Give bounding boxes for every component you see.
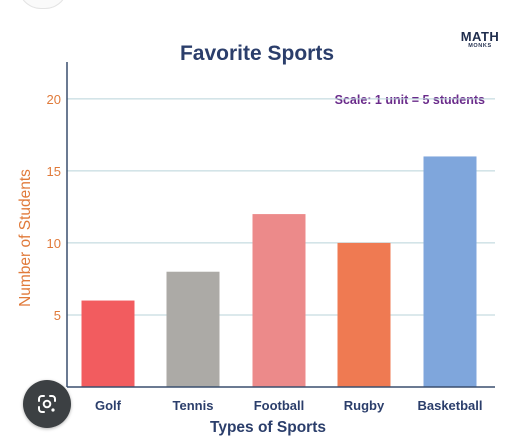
bar-tennis	[166, 271, 220, 387]
y-tick-label-15: 15	[47, 164, 61, 179]
bars	[81, 156, 477, 387]
y-tick-label-5: 5	[54, 308, 61, 323]
bar-basketball	[423, 156, 477, 387]
y-tick-labels: 5 10 15 20	[47, 92, 61, 323]
x-category-labels: Golf Tennis Football Rugby Basketball	[95, 398, 483, 413]
chart-title: Favorite Sports	[180, 42, 334, 65]
logo-main-text: MATH	[460, 29, 500, 44]
x-axis-label: Types of Sports	[210, 419, 326, 436]
x-category-label-basketball: Basketball	[417, 398, 482, 413]
x-category-label-golf: Golf	[95, 398, 122, 413]
bar-golf	[81, 300, 135, 387]
x-category-label-football: Football	[254, 398, 305, 413]
google-lens-icon	[38, 395, 56, 413]
bar-rugby	[337, 242, 391, 387]
math-monks-logo: MATH MONKS	[454, 30, 506, 50]
bar-football	[252, 214, 306, 387]
y-axis-label: Number of Students	[17, 169, 34, 307]
google-lens-button[interactable]	[23, 380, 71, 428]
x-category-label-tennis: Tennis	[173, 398, 214, 413]
logo-sub-text: MONKS	[468, 43, 492, 49]
axes	[66, 62, 495, 388]
x-category-label-rugby: Rugby	[344, 398, 385, 413]
y-tick-label-10: 10	[47, 236, 61, 251]
y-tick-label-20: 20	[47, 92, 61, 107]
chart-subtitle-scale: Scale: 1 unit = 5 students	[335, 93, 485, 107]
